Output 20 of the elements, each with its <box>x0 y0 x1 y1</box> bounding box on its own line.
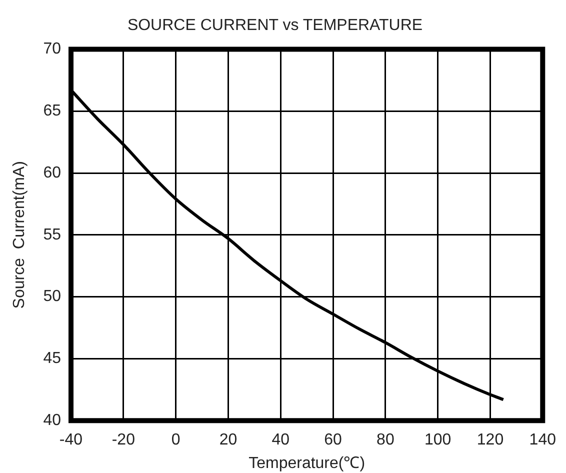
y-tick-label: 40 <box>43 412 62 430</box>
y-tick-label: 55 <box>43 226 62 244</box>
y-tick-label: 50 <box>43 288 62 306</box>
x-tick-label: 40 <box>272 432 290 449</box>
y-tick-label: 70 <box>43 40 62 58</box>
x-tick-label: 100 <box>424 432 452 449</box>
x-tick-label: 80 <box>376 432 394 449</box>
x-axis-title: Temperature(℃) <box>248 454 366 472</box>
x-tick-label: -40 <box>59 432 83 449</box>
x-tick-label: 20 <box>219 432 238 449</box>
y-tick-label: 45 <box>43 350 62 368</box>
x-tick-label: 140 <box>529 432 556 449</box>
y-tick-label: 65 <box>43 102 62 120</box>
x-tick-label: 0 <box>171 432 180 449</box>
y-axis-title: Source Current(mA) <box>11 161 28 309</box>
x-tick-label: 120 <box>476 432 504 449</box>
y-tick-label: 60 <box>43 164 62 182</box>
x-tick-label: 60 <box>324 432 342 449</box>
x-tick-label: -20 <box>112 432 136 449</box>
chart-title: SOURCE CURRENT vs TEMPERATURE <box>127 17 423 34</box>
